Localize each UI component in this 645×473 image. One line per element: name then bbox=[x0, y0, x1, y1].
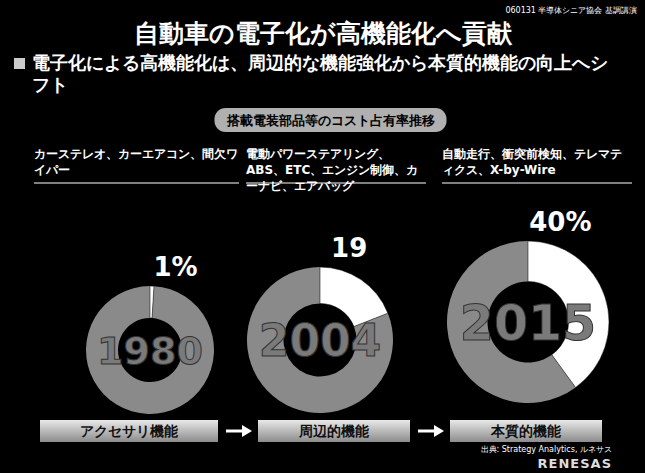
bullet-text: 電子化による高機能化は、周辺的な機能強化から本質的機能の向上へシフト bbox=[32, 52, 622, 96]
underline bbox=[34, 183, 239, 184]
stage-box bbox=[40, 420, 218, 442]
data-label: 1% bbox=[154, 252, 198, 282]
subtitle-box bbox=[215, 108, 447, 132]
category-text: 電動パワーステアリング、ABS、ETC、エンジン制御、カーナビ、エアバッグ bbox=[246, 146, 426, 194]
underline bbox=[442, 183, 632, 184]
subtitle: 搭載電装部品等のコスト占有率推移 bbox=[226, 113, 435, 128]
donut-remainder bbox=[247, 267, 393, 413]
source: 出典: Strategy Analytics, ルネサス bbox=[481, 445, 612, 454]
arrow bbox=[226, 430, 244, 433]
stage-label: アクセサリ機能 bbox=[80, 423, 179, 439]
note: 060131 半導体シニア協会 基調講演 bbox=[505, 6, 637, 15]
data-label: 40% bbox=[529, 207, 591, 237]
arrow-head bbox=[434, 425, 444, 437]
stage-box bbox=[258, 420, 410, 442]
category-text: カーステレオ、カーエアコン、間欠ワイパー bbox=[34, 146, 239, 178]
stage-label: 本質的機能 bbox=[490, 423, 562, 439]
donut-slice bbox=[150, 286, 154, 318]
arrow-head bbox=[242, 425, 252, 437]
stage-box bbox=[450, 420, 602, 442]
donut-remainder bbox=[86, 286, 214, 414]
stage-label: 周辺的機能 bbox=[298, 423, 370, 439]
bullet-square bbox=[14, 58, 25, 69]
logo: RENESAS bbox=[538, 456, 612, 471]
slide: 060131 半導体シニア協会 基調講演自動車の電子化が高機能化へ貢献搭載電装部… bbox=[0, 0, 645, 473]
title: 自動車の電子化が高機能化へ貢献 bbox=[134, 19, 513, 48]
arrow bbox=[418, 430, 436, 433]
data-label: 19 bbox=[331, 233, 367, 263]
year-label: 2004 bbox=[259, 315, 381, 366]
year-label: 2015 bbox=[460, 295, 596, 352]
category-text: 自動走行、衝突前検知、テレマティクス、X-by-Wire bbox=[442, 146, 632, 178]
year-label: 1980 bbox=[97, 329, 203, 373]
